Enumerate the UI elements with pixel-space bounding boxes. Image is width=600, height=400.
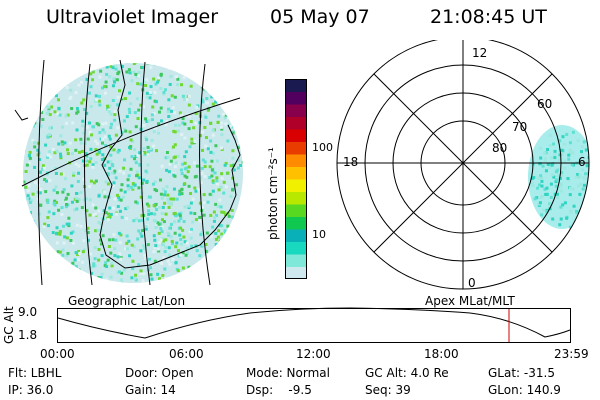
gain-info: Gain: 14	[125, 383, 176, 397]
door-info: Door: Open	[125, 366, 194, 380]
geographic-label: Geographic Lat/Lon	[68, 294, 186, 308]
altitude-xtick-1200: 12:00	[296, 347, 331, 361]
colorbar-tick-100: 100	[312, 141, 333, 154]
latitude-grid	[21, 97, 241, 187]
altitude-xtick-1800: 18:00	[424, 347, 459, 361]
altitude-xtick-2359: 23:59	[554, 347, 589, 361]
altitude-xtick-0600: 06:00	[169, 347, 204, 361]
glon-info: GLon: 140.9	[488, 383, 561, 397]
mlt-label-12: 12	[472, 46, 488, 60]
lat-label-70: 70	[512, 120, 528, 134]
dsp-info: Dsp: -9.5	[246, 383, 312, 397]
coastline	[99, 59, 241, 269]
auroral-emission-region	[528, 125, 589, 229]
altitude-ytick-min: 1.8	[18, 328, 38, 342]
ip-info: IP: 36.0	[8, 383, 54, 397]
instrument-title: Ultraviolet Imager	[46, 6, 219, 28]
mlt-label-0: 0	[468, 276, 476, 290]
mode-info: Mode: Normal	[246, 366, 330, 380]
longitude-grid	[37, 59, 211, 286]
colorbar-tick-10: 10	[312, 228, 326, 241]
polar-grid	[336, 40, 590, 290]
gc-alt-info: GC Alt: 4.0 Re	[365, 366, 449, 380]
lat-label-60: 60	[537, 97, 553, 111]
mlt-label-18: 18	[343, 155, 359, 169]
glat-info: GLat: -31.5	[488, 366, 555, 380]
lat-label-80: 80	[492, 141, 508, 155]
mlt-label-6: 6	[578, 155, 586, 169]
altitude-curve	[57, 307, 571, 339]
altitude-plot	[57, 307, 571, 343]
time-label: 21:08:45 UT	[430, 6, 547, 28]
coastline-fragment	[14, 109, 29, 121]
date-label: 05 May 07	[270, 6, 370, 28]
apex-label: Apex MLat/MLT	[425, 294, 515, 308]
polar-plot	[336, 40, 590, 290]
altitude-ytick-max: 9.0	[18, 305, 38, 319]
colorbar	[285, 79, 307, 279]
altitude-plot-frame	[57, 308, 571, 343]
filter-info: Flt: LBHL	[8, 366, 62, 380]
altitude-xtick-0000: 00:00	[40, 347, 75, 361]
seq-info: Seq: 39	[365, 383, 411, 397]
altitude-ylabel: GC Alt	[2, 306, 16, 344]
colorbar-unit-label: photon cm⁻²s⁻¹	[266, 147, 280, 240]
geographic-map	[14, 59, 243, 286]
